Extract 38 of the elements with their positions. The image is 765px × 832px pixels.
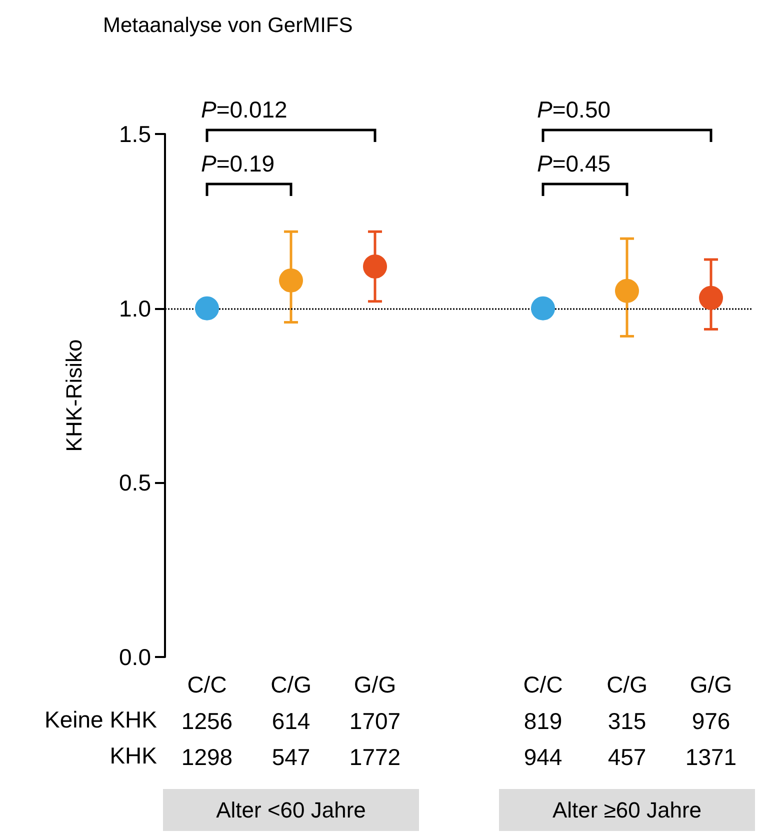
text: 614	[272, 708, 310, 734]
x-tick-label: G/G	[690, 672, 732, 698]
text: P=0.012	[201, 96, 288, 122]
y-axis-title: KHK-Risiko	[62, 339, 86, 452]
text: 457	[608, 744, 646, 770]
y-tick-label: 1.0	[119, 295, 151, 322]
point	[531, 296, 555, 320]
text: 819	[524, 708, 562, 734]
x-tick-label: C/G	[606, 672, 648, 698]
text: 1772	[349, 744, 401, 770]
annotation: P=0.19	[201, 150, 275, 176]
text: 1371	[685, 744, 737, 770]
text: 944	[524, 744, 562, 770]
x-tick-label: C/C	[187, 672, 227, 698]
text: 1298	[181, 744, 233, 770]
x-tick-label: C/C	[523, 672, 563, 698]
point	[615, 278, 639, 303]
y-tick-label: 0.0	[119, 644, 151, 670]
text: 1256	[181, 708, 233, 734]
text: Keine KHK	[44, 706, 158, 732]
point	[195, 296, 219, 320]
text: Alter ≥60 Jahre	[552, 798, 702, 822]
x-tick-label: C/G	[270, 672, 312, 698]
y-tick-label: 0.5	[119, 470, 151, 496]
point	[699, 286, 723, 310]
text: 976	[692, 708, 730, 734]
annotation: P=0.45	[537, 150, 611, 176]
y-tick-label: 1.5	[119, 121, 151, 147]
text: 1707	[349, 708, 401, 734]
chart-title: Metaanalyse von GerMIFS	[103, 14, 353, 37]
point	[279, 268, 303, 292]
text: 315	[608, 708, 646, 734]
point	[363, 254, 387, 278]
x-tick-label: G/G	[354, 672, 396, 698]
text: P=0.50	[537, 96, 611, 122]
text: Alter <60 Jahre	[216, 798, 366, 822]
text: KHK	[110, 742, 158, 768]
text: 547	[272, 744, 310, 770]
